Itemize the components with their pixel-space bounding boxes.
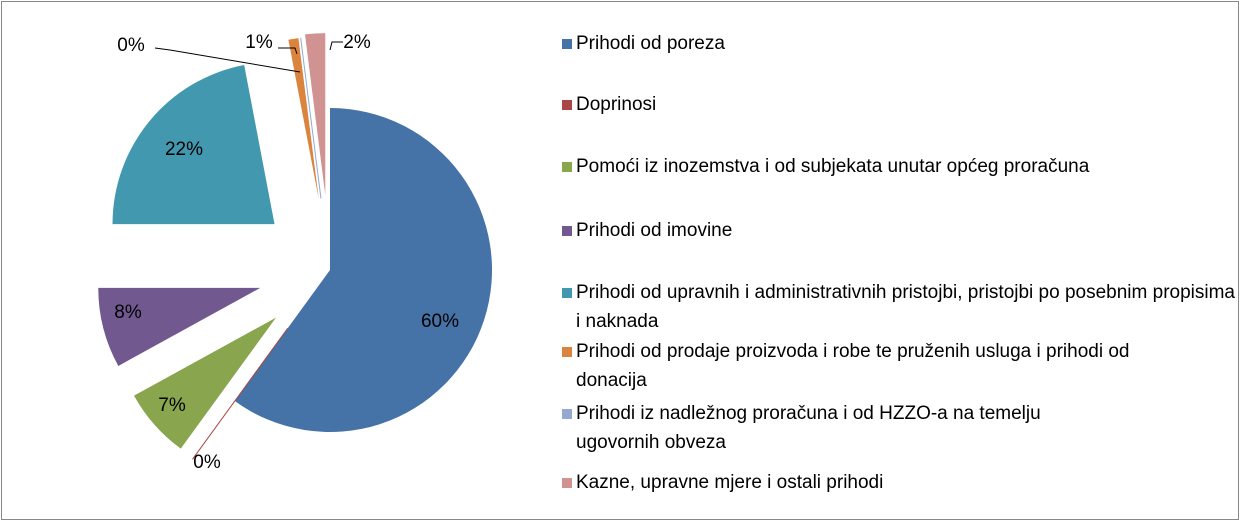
pie-slice [304, 33, 326, 196]
legend-swatch [562, 347, 572, 357]
legend-swatch [562, 478, 572, 488]
legend-swatch [562, 226, 572, 236]
pie [98, 33, 493, 460]
data-label: 7% [158, 395, 186, 416]
data-label: 1% [245, 32, 273, 53]
legend-swatch [562, 39, 572, 49]
legend-label: Kazne, upravne mjere i ostali prihodi [576, 472, 884, 493]
pie-slice [288, 38, 319, 199]
pie-slice [134, 317, 276, 449]
data-label: 22% [165, 139, 203, 160]
leader-line [329, 41, 343, 51]
pie-slice [234, 108, 493, 433]
data-label: 8% [114, 302, 142, 323]
legend-label: Prihodi od poreza [576, 33, 725, 54]
legend-swatch [562, 409, 572, 419]
pie-slice [112, 64, 275, 225]
legend-label: Prihodi od imovine [576, 220, 733, 241]
legend-item: Pomoći iz inozemstva i od subjekata unut… [562, 152, 1241, 181]
pie-slice [300, 37, 322, 199]
legend-item: Prihodi od imovine [562, 216, 1202, 245]
legend-label: Prihodi od prodaje proizvoda i robe te p… [576, 341, 1130, 391]
data-label: 0% [117, 35, 145, 56]
legend-swatch [562, 288, 572, 298]
pie-slice [192, 327, 289, 460]
data-label: 60% [421, 311, 459, 332]
legend-label: Prihodi od upravnih i administrativnih p… [576, 282, 1235, 332]
data-label: 0% [193, 452, 221, 473]
data-label: 2% [343, 32, 371, 53]
legend-item: Prihodi od upravnih i administrativnih p… [562, 278, 1241, 336]
leader-line [154, 47, 301, 73]
legend-label: Prihodi iz nadležnog proračuna i od HZZO… [576, 403, 1041, 453]
legend-item: Prihodi od poreza [562, 29, 1202, 58]
pie-slice [98, 287, 261, 366]
legend-item: Prihodi iz nadležnog proračuna i od HZZO… [562, 399, 1122, 457]
legend-label: Pomoći iz inozemstva i od subjekata unut… [576, 156, 1090, 177]
legend-swatch [562, 100, 572, 110]
legend-label: Doprinosi [576, 94, 657, 115]
legend-item: Prihodi od prodaje proizvoda i robe te p… [562, 337, 1142, 395]
legend-swatch [562, 162, 572, 172]
leader-line [278, 47, 298, 55]
legend-item: Kazne, upravne mjere i ostali prihodi [562, 468, 1202, 497]
legend-item: Doprinosi [562, 90, 1202, 119]
